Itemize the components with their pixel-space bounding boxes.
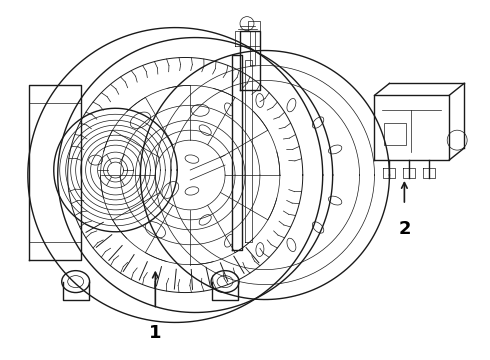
Polygon shape [245,60,252,242]
Polygon shape [232,55,242,250]
Text: 2: 2 [398,220,411,238]
Text: 1: 1 [149,324,162,342]
